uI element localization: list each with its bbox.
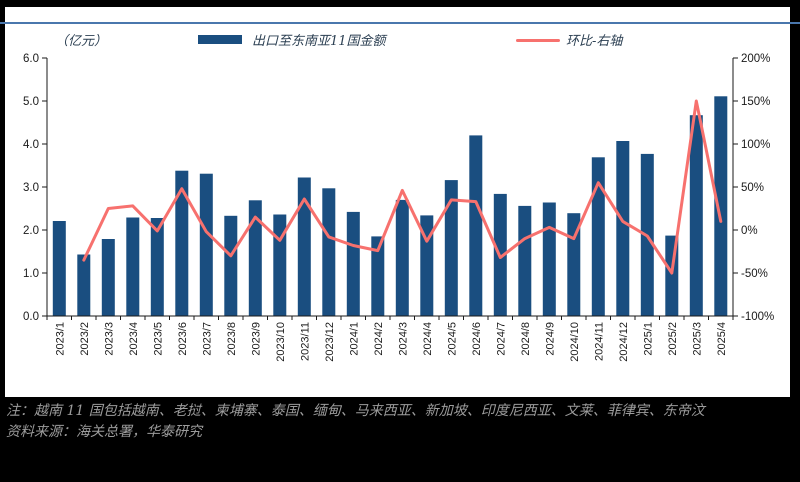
bar-2023/4 xyxy=(126,217,140,316)
bar-2024/10 xyxy=(567,213,581,316)
svg-text:-100%: -100% xyxy=(741,311,774,323)
svg-text:2.0: 2.0 xyxy=(23,225,39,237)
svg-text:2023/9: 2023/9 xyxy=(250,322,262,356)
svg-text:2024/10: 2024/10 xyxy=(569,322,581,362)
svg-text:2024/9: 2024/9 xyxy=(544,322,556,356)
bar-2024/6 xyxy=(469,135,483,316)
svg-text:2024/6: 2024/6 xyxy=(471,322,483,356)
footnotes: 注：越南 11 国包括越南、老挝、柬埔寨、泰国、缅甸、马来西亚、新加坡、印度尼西… xyxy=(6,401,796,443)
bar-2024/12 xyxy=(616,141,630,316)
footnote-source: 资料来源：海关总署，华泰研究 xyxy=(6,424,202,440)
svg-text:2023/1: 2023/1 xyxy=(54,322,66,356)
svg-text:2024/8: 2024/8 xyxy=(520,322,532,356)
svg-text:200%: 200% xyxy=(741,53,770,65)
svg-text:2025/3: 2025/3 xyxy=(691,322,703,356)
svg-text:2024/12: 2024/12 xyxy=(618,322,630,362)
bar-2024/5 xyxy=(444,180,458,316)
bar-2023/3 xyxy=(101,239,115,316)
bar-2023/1 xyxy=(52,221,66,316)
svg-text:4.0: 4.0 xyxy=(23,139,39,151)
svg-text:2023/6: 2023/6 xyxy=(177,322,189,356)
svg-text:-50%: -50% xyxy=(741,268,768,280)
svg-text:2023/8: 2023/8 xyxy=(226,322,238,356)
bar-2023/11 xyxy=(297,177,311,316)
legend: 出口至东南亚11国金额 环比-右轴 xyxy=(0,28,800,49)
svg-text:2023/5: 2023/5 xyxy=(152,322,164,356)
svg-text:3.0: 3.0 xyxy=(23,182,39,194)
header-rule xyxy=(0,22,800,24)
svg-text:2023/11: 2023/11 xyxy=(299,322,311,361)
svg-text:150%: 150% xyxy=(741,96,770,108)
bar-2023/2 xyxy=(77,254,91,316)
svg-text:2025/2: 2025/2 xyxy=(667,322,679,356)
svg-text:2023/12: 2023/12 xyxy=(324,322,336,362)
svg-text:6.0: 6.0 xyxy=(23,53,39,65)
svg-text:5.0: 5.0 xyxy=(23,96,39,108)
svg-text:2024/1: 2024/1 xyxy=(348,322,360,356)
svg-text:2025/4: 2025/4 xyxy=(716,322,728,356)
svg-text:2024/7: 2024/7 xyxy=(495,322,507,356)
bar-2023/7 xyxy=(199,173,213,316)
bar-2024/11 xyxy=(591,157,605,316)
bar-2023/5 xyxy=(150,218,164,316)
svg-text:2024/5: 2024/5 xyxy=(446,322,458,356)
line-series-label: 环比-右轴 xyxy=(566,34,623,49)
left-axis-unit-label: （亿元） xyxy=(55,34,108,49)
bar-2025/4 xyxy=(714,96,728,316)
svg-text:2024/11: 2024/11 xyxy=(593,322,605,361)
bar-2023/9 xyxy=(248,200,262,316)
bar-2024/3 xyxy=(395,199,409,316)
svg-text:2024/4: 2024/4 xyxy=(422,322,434,356)
svg-text:2023/3: 2023/3 xyxy=(103,322,115,356)
bar-2024/4 xyxy=(420,215,434,316)
bar-2024/1 xyxy=(346,211,360,316)
svg-text:1.0: 1.0 xyxy=(23,268,39,280)
bar-2023/8 xyxy=(224,215,238,316)
bar-2024/8 xyxy=(518,205,532,316)
line-series-swatch xyxy=(516,39,560,42)
svg-text:50%: 50% xyxy=(741,182,764,194)
bar-2023/6 xyxy=(175,170,189,316)
bar-series-label: 出口至东南亚11国金额 xyxy=(252,34,386,49)
svg-text:0.0: 0.0 xyxy=(23,311,39,323)
svg-text:2023/4: 2023/4 xyxy=(128,322,140,356)
bar-2025/3 xyxy=(689,115,703,316)
footnote-note: 注：越南 11 国包括越南、老挝、柬埔寨、泰国、缅甸、马来西亚、新加坡、印度尼西… xyxy=(6,403,705,419)
svg-text:0%: 0% xyxy=(741,225,758,237)
svg-text:2023/7: 2023/7 xyxy=(201,322,213,356)
svg-text:2023/10: 2023/10 xyxy=(275,322,287,362)
bar-2023/12 xyxy=(322,188,336,316)
bar-2024/9 xyxy=(542,202,556,316)
svg-text:100%: 100% xyxy=(741,139,770,151)
bar-2024/2 xyxy=(371,236,385,316)
bar-2023/10 xyxy=(273,214,287,316)
svg-text:2024/3: 2024/3 xyxy=(397,322,409,356)
svg-text:2024/2: 2024/2 xyxy=(373,322,385,356)
svg-text:2025/1: 2025/1 xyxy=(642,322,654,356)
mom-line xyxy=(82,99,723,275)
svg-text:2023/2: 2023/2 xyxy=(79,322,91,356)
bar-series-swatch xyxy=(198,35,242,44)
